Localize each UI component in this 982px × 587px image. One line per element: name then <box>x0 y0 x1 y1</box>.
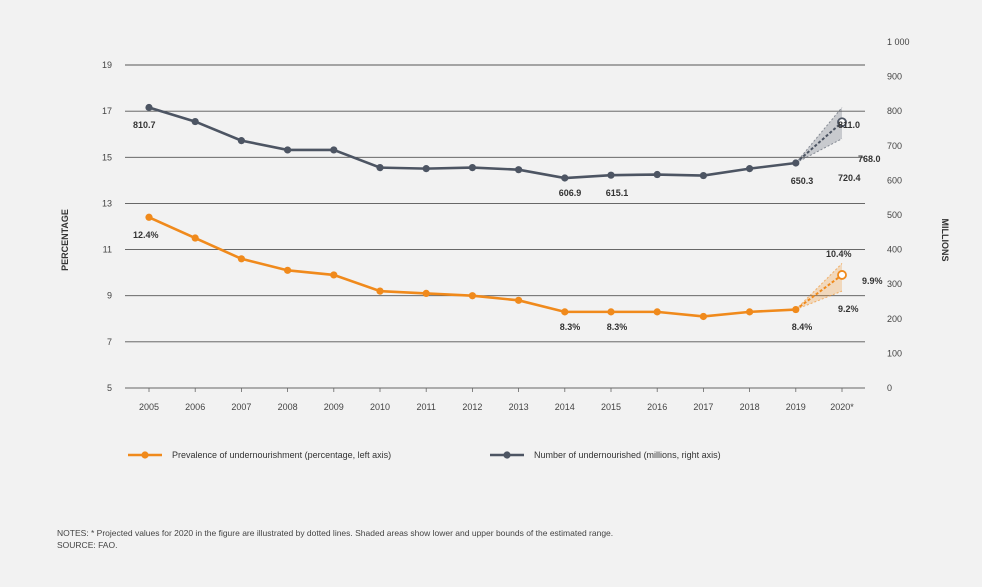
left-tick-label: 5 <box>107 383 112 393</box>
left-tick-label: 15 <box>102 152 112 162</box>
x-tick-label: 2016 <box>647 402 667 412</box>
data-point <box>191 234 199 242</box>
x-tick-label: 2008 <box>278 402 298 412</box>
data-point <box>330 146 338 154</box>
x-tick-label: 2015 <box>601 402 621 412</box>
projection-lower-bound <box>795 290 843 311</box>
right-tick-label: 500 <box>887 210 902 220</box>
legend-swatch-marker <box>141 451 149 459</box>
left-tick-label: 19 <box>102 60 112 70</box>
right-axis-title: MILLIONS <box>940 219 950 262</box>
legend-label: Prevalence of undernourishment (percenta… <box>172 450 391 460</box>
x-tick-label: 2012 <box>462 402 482 412</box>
data-point-projected <box>837 117 847 128</box>
data-point <box>145 213 153 221</box>
right-tick-label: 1 000 <box>887 37 910 47</box>
legend-swatch-marker <box>503 451 511 459</box>
notes: NOTES: * Projected values for 2020 in th… <box>57 527 937 551</box>
projection-upper-bound <box>795 107 843 164</box>
source-line: SOURCE: FAO. <box>57 540 118 550</box>
x-tick-label: 2013 <box>509 402 529 412</box>
data-point <box>607 171 615 179</box>
data-label: 615.1 <box>606 188 629 198</box>
data-point <box>284 146 292 154</box>
data-label: 10.4% <box>826 249 852 259</box>
data-point <box>376 287 384 295</box>
right-tick-label: 200 <box>887 314 902 324</box>
x-tick-label: 2014 <box>555 402 575 412</box>
data-label: 810.7 <box>133 120 156 130</box>
right-tick-label: 600 <box>887 175 902 185</box>
data-point <box>376 163 384 172</box>
data-point <box>422 165 430 173</box>
left-tick-label: 11 <box>103 245 112 255</box>
series-line <box>148 216 796 318</box>
left-tick-label: 9 <box>107 291 112 301</box>
data-point <box>792 159 800 167</box>
data-point <box>191 117 199 126</box>
x-tick-label: 2020* <box>830 402 854 412</box>
data-label: 8.3% <box>560 322 581 332</box>
x-tick-label: 2018 <box>740 402 760 412</box>
data-point <box>561 174 569 182</box>
x-tick-label: 2007 <box>231 402 251 412</box>
x-tick-label: 2011 <box>417 402 436 412</box>
data-point <box>699 171 708 180</box>
left-tick-label: 7 <box>107 337 112 347</box>
data-point <box>746 165 754 173</box>
right-tick-label: 100 <box>887 348 902 358</box>
data-point <box>653 308 661 316</box>
series-projection-line <box>795 121 843 164</box>
data-point <box>515 166 523 174</box>
data-point <box>607 308 615 316</box>
data-point <box>145 103 153 112</box>
data-label: 768.0 <box>858 154 881 164</box>
right-tick-label: 400 <box>887 245 902 255</box>
x-tick-label: 2010 <box>370 402 390 412</box>
projection-lower-bound <box>795 138 843 164</box>
data-label: 8.3% <box>607 322 628 332</box>
data-point <box>468 163 476 172</box>
data-point <box>468 292 476 300</box>
legend-label: Number of undernourished (millions, righ… <box>534 450 721 460</box>
data-point <box>237 255 245 263</box>
projection-upper-bound <box>795 263 843 310</box>
left-axis-title: PERCENTAGE <box>60 209 70 271</box>
right-tick-label: 800 <box>887 106 902 116</box>
data-label: 12.4% <box>133 230 159 240</box>
right-tick-label: 700 <box>887 141 902 151</box>
notes-line: NOTES: * Projected values for 2020 in th… <box>57 528 614 538</box>
dual-axis-line-chart: 5 7 9 11 13 15 17 19 0 100 200 300 400 500 600 700 800 90… <box>60 37 950 460</box>
data-point <box>330 271 338 279</box>
data-point <box>699 312 708 321</box>
left-tick-label: 13 <box>102 198 112 208</box>
x-tick-label: 2019 <box>786 402 806 412</box>
data-point-projected <box>837 270 847 280</box>
data-point <box>561 308 569 316</box>
right-tick-label: 900 <box>887 72 902 82</box>
right-tick-label: 0 <box>887 383 892 393</box>
x-tick-label: 2017 <box>693 402 713 412</box>
x-tick-label: 2009 <box>324 402 344 412</box>
data-point <box>284 266 292 274</box>
x-tick-label: 2005 <box>139 402 159 412</box>
data-label: 650.3 <box>791 176 814 186</box>
data-label: 811.0 <box>838 120 860 130</box>
x-tick-label: 2006 <box>185 402 205 412</box>
right-tick-label: 300 <box>887 279 902 289</box>
data-point <box>515 296 523 304</box>
data-point <box>746 308 754 316</box>
data-point <box>237 137 245 145</box>
data-label: 720.4 <box>838 173 861 183</box>
data-label: 8.4% <box>792 322 813 332</box>
data-label: 606.9 <box>559 188 582 198</box>
data-label: 9.9% <box>862 276 883 286</box>
left-tick-label: 17 <box>102 106 112 116</box>
data-point <box>422 289 430 298</box>
data-point <box>653 170 661 179</box>
data-point <box>792 305 800 314</box>
data-label: 9.2% <box>838 304 859 314</box>
